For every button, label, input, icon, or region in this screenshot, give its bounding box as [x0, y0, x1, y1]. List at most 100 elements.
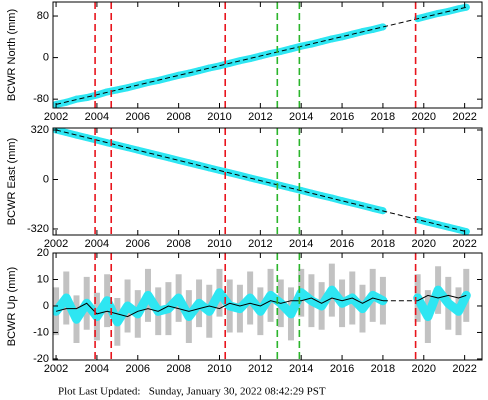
data-point [434, 286, 442, 294]
data-point [72, 315, 80, 323]
footer: Plot Last Updated: Sunday, January 30, 2… [58, 386, 326, 398]
plot-area [53, 128, 470, 235]
x-tick-label: 2016 [330, 111, 354, 123]
data-point [215, 62, 223, 70]
x-tick-label: 2016 [330, 363, 354, 375]
data-point [236, 305, 244, 313]
x-tick-label: 2002 [44, 238, 68, 250]
x-tick-label: 2010 [207, 363, 231, 375]
data-point [72, 95, 80, 103]
x-tick-label: 2022 [452, 363, 476, 375]
data-point [53, 307, 60, 315]
data-point [205, 64, 213, 72]
data-point [277, 47, 285, 55]
model-line [55, 6, 467, 105]
data-point [195, 299, 203, 307]
y-axis-label: BCWR North (mm) [6, 9, 18, 101]
data-point [424, 218, 432, 226]
plot-frame [52, 1, 483, 109]
data-point [369, 204, 377, 212]
data-point [462, 228, 470, 235]
y-tick-label: -320 [27, 223, 49, 235]
x-tick-label: 2022 [452, 238, 476, 250]
data-point [83, 94, 91, 102]
y-tick-label: 10 [37, 273, 49, 285]
x-tick-label: 2012 [248, 363, 272, 375]
data-point [424, 313, 432, 321]
model-line [55, 129, 467, 233]
data-point [236, 171, 244, 179]
x-tick-label: 2012 [248, 238, 272, 250]
data-point [113, 141, 121, 149]
data-point [246, 55, 254, 63]
y-tick-label: 0 [43, 300, 49, 312]
x-tick-label: 2002 [44, 363, 68, 375]
y-tick-label: 320 [31, 124, 49, 136]
data-point [246, 174, 254, 182]
x-tick-label: 2008 [166, 111, 190, 123]
data-point [175, 71, 183, 79]
x-tick-label: 2008 [166, 238, 190, 250]
data-point [338, 33, 346, 41]
y-tick-label: 0 [43, 52, 49, 64]
x-tick-label: 2004 [85, 363, 109, 375]
x-tick-label: 2006 [126, 111, 150, 123]
x-tick-label: 2012 [248, 111, 272, 123]
data-point [113, 86, 121, 94]
data-point [455, 307, 463, 315]
x-tick-label: 2018 [371, 238, 395, 250]
y-axis-label: BCWR East (mm) [6, 138, 18, 225]
data-point [338, 299, 346, 307]
y-tick-label: 80 [37, 10, 49, 22]
data-point [175, 294, 183, 302]
data-point [144, 291, 152, 299]
x-tick-label: 2020 [412, 238, 436, 250]
data-point [83, 134, 91, 142]
data-point [358, 305, 366, 313]
data-point [215, 289, 223, 297]
y-tick-label: -10 [33, 326, 49, 338]
y-tick-label: 20 [37, 247, 49, 259]
data-point [455, 5, 463, 13]
x-tick-label: 2018 [371, 111, 395, 123]
data-point [287, 310, 295, 318]
x-tick-label: 2010 [207, 111, 231, 123]
data-point [175, 156, 183, 164]
data-point [307, 40, 315, 48]
x-tick-label: 2014 [289, 111, 313, 123]
data-point [62, 294, 70, 302]
x-tick-label: 2004 [85, 111, 109, 123]
x-tick-label: 2006 [126, 238, 150, 250]
data-point [72, 131, 80, 139]
y-axis-label: BCWR Up (mm) [6, 267, 18, 346]
y-tick-label: 0 [43, 173, 49, 185]
data-point [277, 182, 285, 190]
x-tick-label: 2008 [166, 363, 190, 375]
data-point [256, 307, 264, 315]
data-point [424, 12, 432, 20]
x-tick-label: 2022 [452, 111, 476, 123]
plot-area [53, 253, 471, 360]
data-point [144, 149, 152, 157]
x-tick-label: 2004 [85, 238, 109, 250]
data-point [307, 189, 315, 197]
data-point [103, 297, 111, 305]
x-tick-label: 2002 [44, 111, 68, 123]
data-point [328, 286, 336, 294]
x-tick-label: 2016 [330, 238, 354, 250]
x-tick-label: 2006 [126, 363, 150, 375]
plot-frame [52, 252, 483, 361]
data-point [113, 318, 121, 326]
data-point [144, 79, 152, 87]
data-point [246, 294, 254, 302]
data-point [369, 26, 377, 34]
data-point [318, 302, 326, 310]
data-point [369, 291, 377, 299]
data-point [124, 302, 132, 310]
data-point [338, 197, 346, 205]
data-point [185, 313, 193, 321]
data-point [205, 164, 213, 172]
data-point [444, 299, 452, 307]
x-tick-label: 2014 [289, 238, 313, 250]
